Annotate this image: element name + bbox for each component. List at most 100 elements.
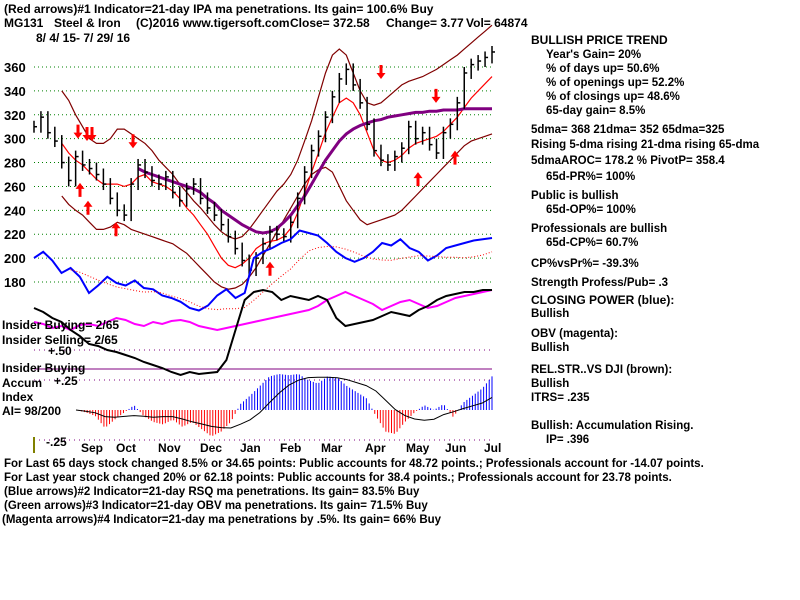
- x-tick-label: Oct: [116, 441, 136, 455]
- x-tick-label: Jun: [445, 441, 466, 455]
- cursor-marker: [33, 437, 35, 453]
- indicator-4-line: (Magenta arrows)#4 Indicator=21-day ma p…: [2, 514, 442, 526]
- volume-value: Vol= 64874: [466, 16, 528, 30]
- indicator-1-line: (Red arrows)#1 Indicator=21-day IPA ma p…: [4, 2, 434, 16]
- close-value: Close= 372.58: [290, 16, 370, 30]
- red-arrow-down-icon: [82, 127, 92, 142]
- ma21-line: [61, 76, 493, 269]
- aroc-pivot: 5dmaAROC= 178.2 % PivotP= 358.4: [531, 155, 725, 167]
- x-tick-label: Jul: [484, 441, 501, 455]
- ip-value: IP= .396: [546, 434, 590, 446]
- plus25-label: +.25: [54, 374, 78, 388]
- accum-label: Accum: [2, 376, 43, 390]
- obv-line: [33, 288, 493, 377]
- group-name: Steel & Iron: [54, 16, 121, 30]
- obv-title: OBV (magenta):: [531, 328, 618, 340]
- red-arrow-down-icon: [376, 64, 386, 79]
- rising-status: Rising 5-dma rising 21-dma rising 65-dma: [531, 139, 760, 151]
- rel-str-status: Bullish: [531, 378, 570, 390]
- y-tick-labels: 360 340 320 300 280 260 240 220 200 180: [4, 60, 26, 290]
- y-tick-label: 280: [4, 156, 26, 171]
- ma65-line: [137, 107, 492, 235]
- bollinger-bands: [61, 24, 493, 290]
- red-arrow-down-icon: [73, 124, 83, 139]
- plus50-label: +.50: [48, 344, 72, 358]
- red-arrow-up-icon: [111, 222, 121, 237]
- dma-values: 5dma= 368 21dma= 352 65dma=325: [531, 124, 725, 136]
- gain-65: 65-day gain= 8.5%: [546, 105, 646, 117]
- y-tick-label: 240: [4, 203, 26, 218]
- lower-band-line: [61, 133, 493, 290]
- obv-status: Bullish: [531, 342, 570, 354]
- change-value: Change= 3.77: [386, 16, 464, 30]
- red-arrow-down-icon: [431, 88, 441, 103]
- closing-power-title: CLOSING POWER (blue):: [531, 293, 675, 307]
- upper-band-line: [61, 24, 493, 240]
- itrs-value: ITRS= .235: [531, 392, 590, 404]
- red-arrow-down-icon: [87, 127, 97, 142]
- public-status: Public is bullish: [531, 190, 619, 202]
- closing-power-ma-line: [70, 245, 493, 311]
- cp-vs-pr: CP%vsPr%= -39.3%: [531, 258, 639, 270]
- y-tick-label: 220: [4, 227, 26, 242]
- footer-line-year: For Last year stock changed 20% or 62.18…: [4, 472, 672, 484]
- price-chart: 360 340 320 300 280 260 240 220 200 180 Sep Oct Nov…: [4, 24, 501, 455]
- red-arrow-up-icon: [450, 150, 460, 165]
- professionals-status: Professionals are bullish: [531, 223, 668, 235]
- closing-power-line: [33, 229, 493, 312]
- accum-status: Bullish: Accumulation Rising.: [531, 420, 694, 432]
- x-tick-labels: Sep Oct Nov Dec Jan Feb Mar Apr May Jun Jul: [81, 441, 501, 455]
- x-tick-label: Apr: [365, 441, 386, 455]
- closing-power-line: [33, 229, 493, 312]
- x-tick-label: Sep: [81, 441, 103, 455]
- y-tick-label: 300: [4, 132, 26, 147]
- y-tick-label: 320: [4, 108, 26, 123]
- red-arrow-down-icon: [128, 134, 138, 149]
- obv-line: [33, 289, 493, 332]
- y-tick-label: 200: [4, 251, 26, 266]
- cp-65: 65d-CP%= 60.7%: [546, 237, 639, 249]
- years-gain: Year's Gain= 20%: [546, 49, 642, 61]
- red-arrow-up-icon: [75, 182, 85, 197]
- indicator-2-line: (Blue arrows)#2 Indicator=21-day RSQ ma …: [4, 486, 420, 498]
- indicator-3-line: (Green arrows)#3 Indicator=21-day OBV ma…: [4, 500, 428, 512]
- x-tick-label: May: [406, 441, 430, 455]
- x-tick-label: Dec: [200, 441, 222, 455]
- days-up: % of days up= 50.6%: [546, 63, 660, 75]
- red-arrow-up-icon: [413, 172, 423, 187]
- red-arrow-up-icon: [265, 261, 275, 276]
- insider-buying-count: Insider Buying= 2/65: [2, 318, 120, 332]
- minus25-label: -.25: [46, 435, 67, 449]
- index-label: Index: [2, 390, 34, 404]
- copyright: (C)2016 www.tigersoft.com: [136, 16, 290, 30]
- insider-selling-count: Insider Selling= 2/65: [2, 333, 118, 347]
- insider-buying-label: Insider Buying: [2, 361, 86, 375]
- red-arrow-up-icon: [83, 200, 93, 215]
- price-bars: [33, 46, 495, 277]
- relative-strength-line: [33, 288, 492, 377]
- closings-up: % of closings up= 48.6%: [546, 91, 680, 103]
- pr-65: 65d-PR%= 100%: [546, 171, 636, 183]
- x-tick-label: Nov: [158, 441, 181, 455]
- x-tick-label: Mar: [321, 441, 343, 455]
- closing-power-status: Bullish: [531, 308, 570, 320]
- strength-ratio: Strength Profess/Pub= .3: [531, 277, 669, 289]
- op-65: 65d-OP%= 100%: [546, 204, 636, 216]
- x-tick-label: Jan: [240, 441, 261, 455]
- trend-title: BULLISH PRICE TREND: [531, 33, 668, 47]
- signal-arrows: [73, 64, 460, 276]
- y-tick-label: 360: [4, 60, 26, 75]
- ai-value: AI= 98/200: [2, 404, 62, 418]
- rel-str-title: REL.STR..VS DJI (brown):: [531, 364, 673, 376]
- date-range: 8/ 4/ 15- 7/ 29/ 16: [36, 31, 131, 45]
- y-tick-label: 340: [4, 84, 26, 99]
- moving-averages: [61, 76, 493, 269]
- summary-panel: BULLISH PRICE TREND Year's Gain= 20% % o…: [531, 33, 799, 447]
- y-tick-label: 260: [4, 179, 26, 194]
- openings-up: % of openings up= 52.2%: [546, 77, 685, 89]
- symbol: MG131: [4, 16, 44, 30]
- accumulation-histogram: [75, 374, 493, 436]
- y-tick-label: 180: [4, 275, 26, 290]
- footer-line-65day: For Last 65 days stock changed 8.5% or 3…: [4, 458, 704, 470]
- x-tick-label: Feb: [280, 441, 301, 455]
